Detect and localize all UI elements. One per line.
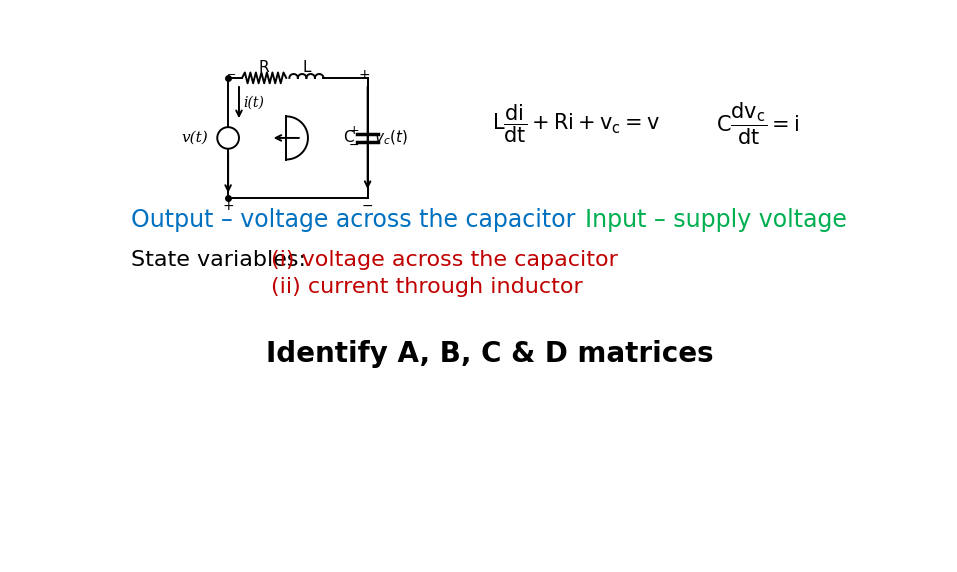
- Text: R: R: [258, 61, 270, 76]
- Text: Output – voltage across the capacitor: Output – voltage across the capacitor: [131, 208, 575, 232]
- Text: $v_c(t)$: $v_c(t)$: [374, 129, 408, 147]
- Text: $\mathrm{C}\dfrac{\mathrm{dv_c}}{\mathrm{dt}}=\mathrm{i}$: $\mathrm{C}\dfrac{\mathrm{dv_c}}{\mathrm…: [717, 101, 799, 147]
- Text: +: +: [222, 198, 234, 213]
- Text: Identify A, B, C & D matrices: Identify A, B, C & D matrices: [266, 340, 714, 368]
- Text: −: −: [227, 70, 236, 80]
- Text: (i) voltage across the capacitor: (i) voltage across the capacitor: [271, 249, 617, 269]
- Text: C: C: [343, 130, 354, 145]
- Text: L: L: [302, 61, 311, 76]
- Text: (ii) current through inductor: (ii) current through inductor: [271, 276, 583, 296]
- Text: +: +: [348, 124, 359, 137]
- Text: +: +: [359, 68, 370, 82]
- Text: −: −: [362, 198, 373, 213]
- Text: v(t): v(t): [181, 131, 208, 145]
- Text: Input – supply voltage: Input – supply voltage: [585, 208, 847, 232]
- Circle shape: [217, 127, 239, 149]
- Text: $\mathrm{L}\dfrac{\mathrm{di}}{\mathrm{dt}}+\mathrm{Ri}+\mathrm{v_c}=\mathrm{v}$: $\mathrm{L}\dfrac{\mathrm{di}}{\mathrm{d…: [492, 103, 659, 145]
- Text: State variables:: State variables:: [131, 249, 313, 269]
- Text: −: −: [348, 139, 359, 152]
- Text: i(t): i(t): [243, 96, 264, 109]
